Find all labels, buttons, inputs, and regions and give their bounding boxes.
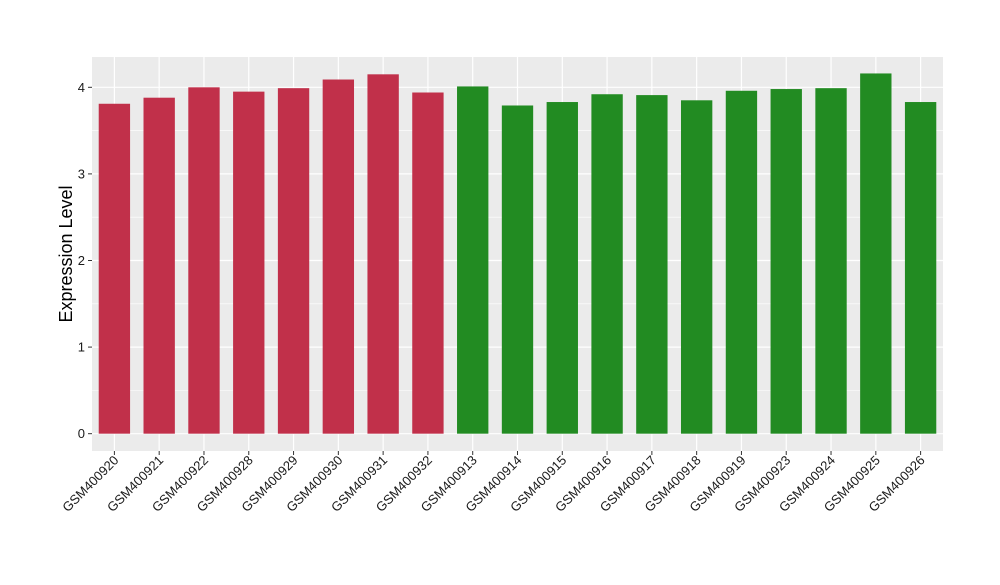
y-axis-title: Expression Level <box>56 185 76 322</box>
y-tick-label: 2 <box>78 253 85 268</box>
bar <box>815 88 847 434</box>
y-axis-ticks: 0 1 2 3 4 <box>78 80 92 441</box>
bar <box>233 91 265 434</box>
bar <box>591 94 623 434</box>
bar <box>367 74 399 434</box>
bar <box>457 86 489 434</box>
bar <box>277 88 310 434</box>
y-tick-label: 3 <box>78 166 85 181</box>
bar <box>680 100 713 434</box>
bar <box>322 79 355 434</box>
bar <box>546 102 578 434</box>
bar <box>860 73 892 434</box>
bar <box>636 95 668 434</box>
bar <box>770 89 802 434</box>
bar <box>188 87 220 434</box>
bars <box>98 73 937 434</box>
y-tick-label: 1 <box>78 340 85 355</box>
bar <box>98 103 131 434</box>
x-axis-ticks: GSM400920GSM400921GSM400922GSM400928GSM4… <box>59 451 928 515</box>
bar <box>412 92 444 434</box>
bar <box>501 105 534 434</box>
bar <box>904 102 937 434</box>
bar <box>725 90 758 434</box>
y-tick-label: 0 <box>78 426 85 441</box>
y-tick-label: 4 <box>78 80 85 95</box>
bar <box>143 97 175 434</box>
